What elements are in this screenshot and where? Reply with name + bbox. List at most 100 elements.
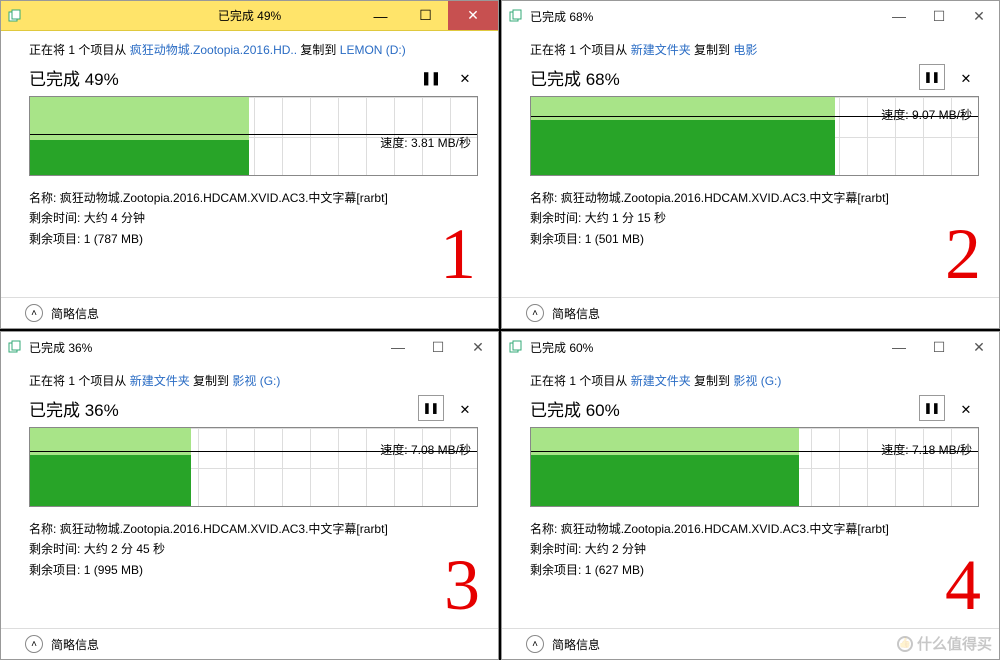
cancel-button[interactable]: ✕	[452, 395, 478, 421]
maximize-button[interactable]: ☐	[919, 332, 959, 362]
dest-link[interactable]: 影视 (G:)	[733, 374, 781, 388]
meta-time-label: 剩余时间:	[530, 542, 581, 556]
meta-info: 名称: 疯狂动物城.Zootopia.2016.HDCAM.XVID.AC3.中…	[29, 188, 478, 249]
source-link[interactable]: 新建文件夹	[631, 374, 691, 388]
footer-label[interactable]: 简略信息	[552, 636, 600, 653]
speed-label: 速度: 9.07 MB/秒	[879, 105, 974, 124]
dialog-content: 正在将 1 个项目从 疯狂动物城.Zootopia.2016.HD.. 复制到 …	[1, 31, 498, 297]
titlebar: 已完成 68% — ☐ ✕	[502, 1, 999, 31]
meta-time: 大约 2 分 45 秒	[84, 542, 165, 556]
meta-time-label: 剩余时间:	[29, 211, 80, 225]
chart-dark-fill	[30, 455, 191, 506]
copy-dialog-2: 已完成 68% — ☐ ✕ 正在将 1 个项目从 新建文件夹 复制到 电影 已完…	[501, 0, 1000, 329]
source-link[interactable]: 新建文件夹	[631, 43, 691, 57]
chart-dark-fill	[531, 120, 835, 175]
source-link[interactable]: 疯狂动物城.Zootopia.2016.HD..	[130, 43, 297, 57]
meta-items: 1 (501 MB)	[585, 232, 644, 246]
window-title: 已完成 60%	[530, 339, 593, 356]
progress-row: 已完成 49% ❚❚ ✕	[29, 64, 478, 90]
pause-button[interactable]: ❚❚	[418, 64, 444, 90]
speed-label: 速度: 7.18 MB/秒	[879, 440, 974, 459]
chevron-up-icon[interactable]: ˄	[25, 635, 43, 653]
meta-items-label: 剩余项目:	[29, 563, 80, 577]
cancel-button[interactable]: ✕	[953, 395, 979, 421]
chart-dark-fill	[30, 140, 249, 175]
meta-time: 大约 4 分钟	[84, 211, 145, 225]
progress-text: 已完成 49%	[29, 65, 410, 90]
progress-row: 已完成 68% ❚❚ ✕	[530, 64, 979, 90]
minimize-button[interactable]: —	[358, 1, 403, 30]
maximize-button[interactable]: ☐	[919, 1, 959, 31]
close-button[interactable]: ✕	[959, 1, 999, 31]
speed-chart: 速度: 7.18 MB/秒	[530, 427, 979, 507]
copy-prefix: 正在将 1 个项目从	[530, 43, 631, 57]
close-button[interactable]: ✕	[458, 332, 498, 362]
pause-button[interactable]: ❚❚	[919, 395, 945, 421]
progress-row: 已完成 60% ❚❚ ✕	[530, 395, 979, 421]
copy-dialog-3: 已完成 36% — ☐ ✕ 正在将 1 个项目从 新建文件夹 复制到 影视 (G…	[0, 331, 499, 660]
window-controls: — ☐ ✕	[879, 1, 999, 31]
copy-icon	[7, 339, 23, 355]
minimize-button[interactable]: —	[879, 332, 919, 362]
copy-dialog-1: 已完成 49% — ☐ ✕ 正在将 1 个项目从 疯狂动物城.Zootopia.…	[0, 0, 499, 329]
copy-description: 正在将 1 个项目从 新建文件夹 复制到 影视 (G:)	[530, 372, 979, 389]
cancel-button[interactable]: ✕	[953, 64, 979, 90]
maximize-button[interactable]: ☐	[418, 332, 458, 362]
meta-time-label: 剩余时间:	[530, 211, 581, 225]
meta-name-label: 名称:	[29, 522, 56, 536]
close-button[interactable]: ✕	[959, 332, 999, 362]
meta-name: 疯狂动物城.Zootopia.2016.HDCAM.XVID.AC3.中文字幕[…	[561, 191, 889, 205]
copy-description: 正在将 1 个项目从 新建文件夹 复制到 电影	[530, 41, 979, 58]
meta-time: 大约 1 分 15 秒	[585, 211, 666, 225]
pause-button[interactable]: ❚❚	[418, 395, 444, 421]
meta-time-label: 剩余时间:	[29, 542, 80, 556]
meta-name-label: 名称:	[530, 522, 557, 536]
maximize-button[interactable]: ☐	[403, 1, 448, 30]
titlebar: 已完成 36% — ☐ ✕	[1, 332, 498, 362]
footer-label[interactable]: 简略信息	[51, 305, 99, 322]
minimize-button[interactable]: —	[378, 332, 418, 362]
dest-link[interactable]: LEMON (D:)	[340, 43, 406, 57]
dialog-content: 正在将 1 个项目从 新建文件夹 复制到 影视 (G:) 已完成 36% ❚❚ …	[1, 362, 498, 628]
cancel-button[interactable]: ✕	[452, 64, 478, 90]
chevron-up-icon[interactable]: ˄	[526, 635, 544, 653]
window-controls: — ☐ ✕	[358, 1, 498, 30]
chevron-up-icon[interactable]: ˄	[526, 304, 544, 322]
progress-text: 已完成 68%	[530, 65, 911, 90]
copy-icon	[7, 8, 23, 24]
meta-info: 名称: 疯狂动物城.Zootopia.2016.HDCAM.XVID.AC3.中…	[29, 519, 478, 580]
speed-label: 速度: 7.08 MB/秒	[378, 440, 473, 459]
titlebar: 已完成 60% — ☐ ✕	[502, 332, 999, 362]
minimize-button[interactable]: —	[879, 1, 919, 31]
dest-link[interactable]: 影视 (G:)	[232, 374, 280, 388]
meta-items: 1 (627 MB)	[585, 563, 644, 577]
meta-name: 疯狂动物城.Zootopia.2016.HDCAM.XVID.AC3.中文字幕[…	[60, 191, 388, 205]
dest-link[interactable]: 电影	[733, 43, 757, 57]
window-controls: — ☐ ✕	[879, 332, 999, 362]
progress-text: 已完成 36%	[29, 396, 410, 421]
close-button[interactable]: ✕	[448, 1, 498, 30]
meta-name-label: 名称:	[530, 191, 557, 205]
window-title: 已完成 68%	[530, 8, 593, 25]
dialog-content: 正在将 1 个项目从 新建文件夹 复制到 电影 已完成 68% ❚❚ ✕ 速度:…	[502, 31, 999, 297]
dialog-footer: ˄ 简略信息	[1, 628, 498, 659]
chart-dark-fill	[531, 455, 799, 506]
copy-mid: 复制到	[190, 374, 233, 388]
meta-items-label: 剩余项目:	[29, 232, 80, 246]
meta-name-label: 名称:	[29, 191, 56, 205]
copy-mid: 复制到	[691, 43, 734, 57]
source-link[interactable]: 新建文件夹	[130, 374, 190, 388]
footer-label[interactable]: 简略信息	[552, 305, 600, 322]
dialog-footer: ˄ 简略信息	[1, 297, 498, 328]
titlebar: 已完成 49% — ☐ ✕	[1, 1, 498, 31]
window-title: 已完成 36%	[29, 339, 92, 356]
chevron-up-icon[interactable]: ˄	[25, 304, 43, 322]
footer-label[interactable]: 简略信息	[51, 636, 99, 653]
copy-prefix: 正在将 1 个项目从	[530, 374, 631, 388]
pause-button[interactable]: ❚❚	[919, 64, 945, 90]
meta-info: 名称: 疯狂动物城.Zootopia.2016.HDCAM.XVID.AC3.中…	[530, 519, 979, 580]
meta-time: 大约 2 分钟	[585, 542, 646, 556]
speed-chart: 速度: 9.07 MB/秒	[530, 96, 979, 176]
meta-name: 疯狂动物城.Zootopia.2016.HDCAM.XVID.AC3.中文字幕[…	[60, 522, 388, 536]
speed-label: 速度: 3.81 MB/秒	[378, 133, 473, 152]
